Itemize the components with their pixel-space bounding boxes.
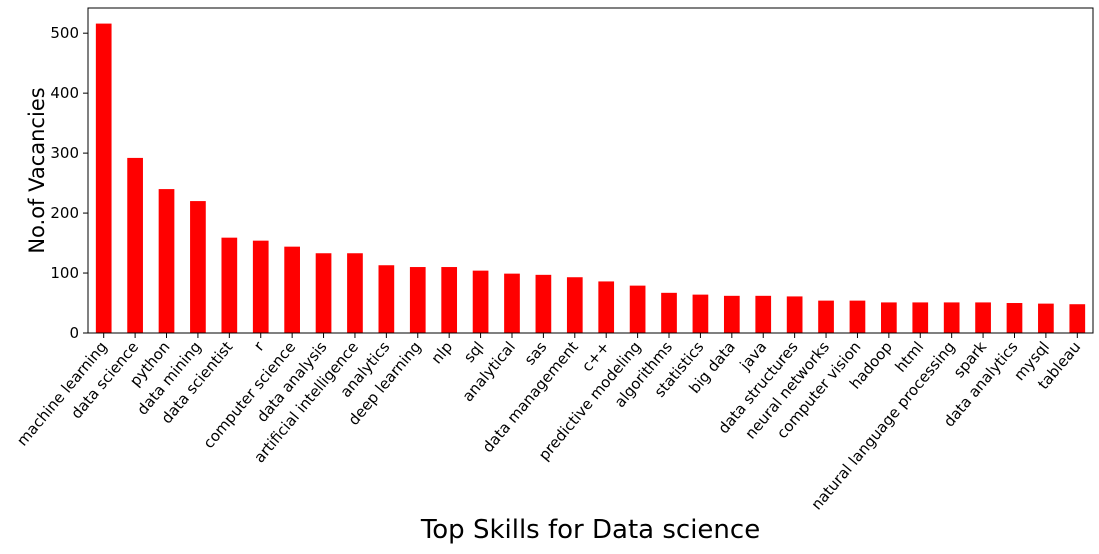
bar — [598, 281, 615, 333]
bar — [284, 246, 300, 333]
y-tick-label: 500 — [50, 24, 79, 42]
x-tick-label: nlp — [428, 338, 457, 367]
y-axis-title: No.of Vacancies — [25, 87, 49, 253]
bar — [535, 274, 552, 333]
y-tick-label: 400 — [50, 84, 79, 102]
bar — [127, 157, 143, 333]
y-tick-label: 200 — [50, 204, 79, 222]
bar — [252, 240, 269, 333]
bar — [472, 270, 489, 333]
bar — [692, 294, 709, 333]
y-axis: 0 100 200 300 400 500 — [50, 24, 88, 342]
bar — [943, 302, 960, 333]
bar — [441, 267, 458, 333]
bar — [190, 201, 206, 333]
bar — [786, 296, 803, 333]
bar — [1069, 304, 1086, 333]
bar — [849, 300, 866, 333]
bar — [315, 253, 332, 333]
bar — [1006, 303, 1023, 333]
bar — [975, 302, 991, 333]
bar — [378, 265, 395, 333]
bar — [755, 295, 772, 333]
bars-layer — [95, 23, 1086, 334]
bar — [158, 189, 175, 333]
bar — [912, 302, 929, 333]
bar — [504, 273, 520, 333]
bar — [629, 285, 646, 333]
bar — [818, 300, 834, 333]
y-tick-label: 300 — [50, 144, 79, 162]
x-axis-title: Top Skills for Data science — [420, 515, 760, 545]
x-tick-label: r — [250, 337, 268, 354]
bar — [723, 295, 740, 333]
bar — [95, 23, 112, 334]
bar — [566, 277, 583, 333]
y-tick-label: 0 — [69, 324, 79, 342]
bar — [409, 267, 426, 333]
bar — [661, 292, 677, 333]
bar — [1038, 303, 1054, 333]
bar — [347, 253, 363, 333]
bar — [881, 302, 897, 333]
plot-frame — [87, 7, 1094, 334]
x-tick-label: sql — [460, 338, 488, 366]
y-tick-label: 100 — [50, 264, 79, 282]
bar — [221, 237, 238, 333]
